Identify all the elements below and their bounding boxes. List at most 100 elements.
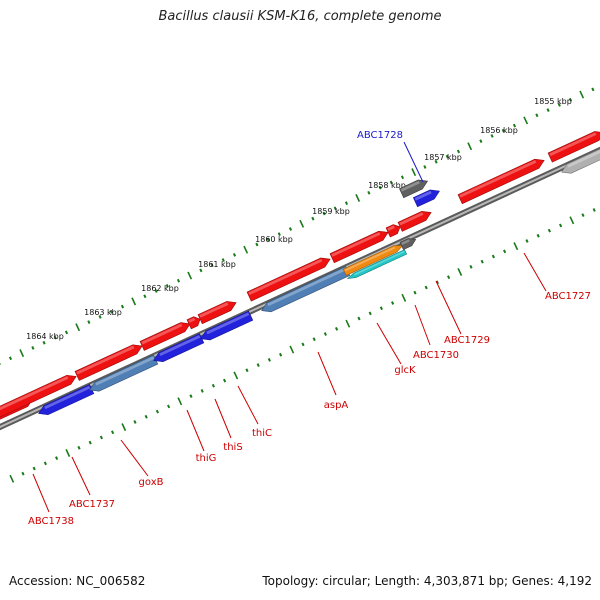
gene-forward[interactable] bbox=[397, 208, 433, 232]
scale-minor-tick bbox=[165, 284, 169, 288]
gene-label-ABC1727[interactable]: ABC1727 bbox=[545, 291, 591, 302]
gene-label-thiS[interactable]: thiS bbox=[223, 442, 242, 453]
gene-ABC1728-gray[interactable] bbox=[399, 177, 429, 199]
leader-line bbox=[317, 351, 337, 396]
scale-minor-tick bbox=[245, 368, 249, 373]
gene-forward[interactable] bbox=[457, 156, 546, 205]
scale-major-tick bbox=[121, 423, 127, 432]
gene-label-ABC1730[interactable]: ABC1730 bbox=[413, 350, 459, 361]
kbp-label: 1859 kbp bbox=[312, 207, 350, 216]
scale-minor-tick bbox=[32, 466, 36, 471]
accession-text: Accession: NC_006582 bbox=[9, 574, 146, 588]
kbp-label: 1857 kbp bbox=[424, 153, 462, 162]
scale-minor-tick bbox=[21, 471, 25, 476]
gene-glcK[interactable] bbox=[342, 242, 404, 276]
leader-line bbox=[376, 322, 402, 365]
kbp-label: 1860 kbp bbox=[255, 235, 293, 244]
scale-major-tick bbox=[523, 116, 529, 125]
scale-major-tick bbox=[569, 216, 575, 225]
scale-minor-tick bbox=[232, 252, 237, 257]
scale-minor-tick bbox=[501, 128, 505, 133]
kbp-label: 1856 kbp bbox=[480, 126, 518, 135]
lower-scale-ticks bbox=[9, 208, 596, 483]
gene-forward[interactable] bbox=[0, 372, 78, 418]
gene-forward[interactable] bbox=[139, 319, 192, 351]
gene-label-aspA[interactable]: aspA bbox=[324, 400, 349, 411]
scale-minor-tick bbox=[154, 289, 158, 293]
scale-minor-tick bbox=[335, 327, 339, 331]
scale-minor-tick bbox=[42, 340, 46, 345]
gene-forward[interactable] bbox=[197, 298, 238, 325]
scale-minor-tick bbox=[255, 242, 259, 247]
scale-minor-tick bbox=[210, 263, 214, 268]
gene-label-thiG[interactable]: thiG bbox=[196, 453, 217, 464]
scale-minor-tick bbox=[592, 208, 596, 212]
scale-minor-tick bbox=[176, 278, 181, 283]
scale-minor-tick bbox=[413, 290, 417, 295]
kbp-label: 1863 kbp bbox=[84, 308, 122, 317]
gene-forward[interactable] bbox=[74, 341, 144, 381]
scale-minor-tick bbox=[77, 445, 81, 450]
gene-reverse[interactable] bbox=[152, 333, 205, 365]
scale-major-tick bbox=[177, 397, 183, 406]
scale-minor-tick bbox=[87, 320, 91, 324]
gene-label-glcK[interactable]: glcK bbox=[394, 365, 416, 376]
scale-major-tick bbox=[233, 371, 239, 380]
gene-forward[interactable] bbox=[385, 222, 402, 238]
gene-forward[interactable] bbox=[246, 255, 332, 302]
scale-minor-tick bbox=[435, 280, 439, 285]
scale-major-tick bbox=[355, 194, 361, 202]
kbp-label: 1861 kbp bbox=[198, 260, 236, 269]
scale-minor-tick bbox=[559, 223, 563, 228]
scale-minor-tick bbox=[525, 239, 529, 243]
gene-reverse[interactable] bbox=[88, 354, 159, 395]
gene-reverse[interactable] bbox=[260, 265, 351, 315]
scale-major-tick bbox=[457, 268, 463, 276]
gene-cyan[interactable] bbox=[346, 249, 408, 281]
gene-label-goxB[interactable]: goxB bbox=[139, 477, 164, 488]
scale-minor-tick bbox=[591, 87, 595, 92]
kbp-label: 1855 kbp bbox=[534, 97, 572, 106]
gene-reverse[interactable] bbox=[199, 310, 254, 343]
scale-minor-tick bbox=[535, 113, 539, 118]
gene-gray[interactable] bbox=[399, 236, 417, 250]
gene-ABC1728-blue[interactable] bbox=[412, 187, 441, 208]
leader-line bbox=[32, 473, 50, 513]
gene-label-ABC1737[interactable]: ABC1737 bbox=[69, 499, 115, 510]
gene-forward[interactable] bbox=[329, 228, 390, 264]
gene-forward[interactable] bbox=[547, 128, 600, 163]
scale-minor-tick bbox=[434, 159, 438, 164]
gene-forward[interactable] bbox=[186, 315, 202, 330]
gene-label-ABC1729[interactable]: ABC1729 bbox=[444, 335, 490, 346]
scale-minor-tick bbox=[378, 185, 382, 190]
scale-major-tick bbox=[411, 168, 417, 177]
gene-reverse[interactable] bbox=[37, 384, 95, 419]
scale-minor-tick bbox=[288, 227, 293, 231]
scale-major-tick bbox=[19, 349, 25, 358]
scale-minor-tick bbox=[133, 420, 137, 424]
scale-major-tick bbox=[299, 219, 305, 228]
scale-minor-tick bbox=[256, 363, 260, 367]
genome-title: Bacillus clausii KSM-K16, complete genom… bbox=[158, 9, 442, 24]
scale-minor-tick bbox=[99, 435, 103, 440]
scale-minor-tick bbox=[301, 342, 305, 347]
scale-minor-tick bbox=[512, 123, 517, 128]
scale-minor-tick bbox=[155, 409, 159, 414]
scale-minor-tick bbox=[88, 440, 92, 445]
scale-major-tick bbox=[579, 90, 585, 99]
scale-minor-tick bbox=[333, 206, 337, 211]
scale-major-tick bbox=[187, 271, 193, 280]
scale-minor-tick bbox=[445, 154, 449, 159]
gene-label-thiC[interactable]: thiC bbox=[252, 428, 272, 439]
scale-minor-tick bbox=[311, 216, 315, 221]
leader-line bbox=[186, 409, 205, 452]
gene-label-ABC1738[interactable]: ABC1738 bbox=[28, 516, 74, 527]
scale-minor-tick bbox=[8, 356, 13, 361]
scale-major-tick bbox=[75, 323, 81, 332]
gene-label-ABC1728[interactable]: ABC1728 bbox=[357, 130, 403, 141]
scale-minor-tick bbox=[64, 330, 69, 335]
leader-line bbox=[237, 385, 259, 425]
scale-minor-tick bbox=[480, 259, 484, 264]
scale-major-tick bbox=[345, 319, 351, 328]
